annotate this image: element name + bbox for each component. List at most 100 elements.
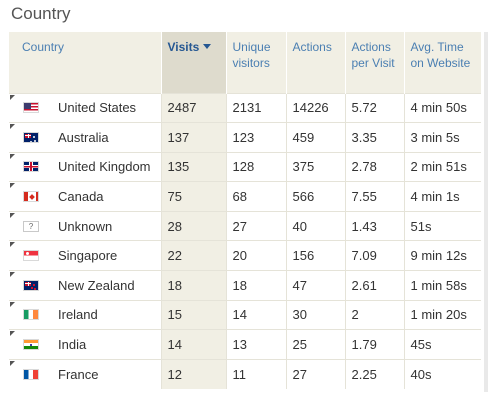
visits-cell: 28: [160, 210, 226, 241]
actions-per-visit-cell: 3.35: [344, 122, 404, 153]
table-row[interactable]: New Zealand 18 18 47 2.61 1 min 58s: [9, 270, 481, 301]
avg-time-cell: 1 min 58s: [403, 270, 481, 301]
country-cell[interactable]: United Kingdom: [9, 151, 161, 182]
avg-time-cell: 9 min 12s: [403, 240, 481, 271]
unique-visitors-cell: 20: [225, 240, 286, 271]
actions-per-visit-cell: 2.25: [344, 358, 404, 389]
row-actions-corner-icon[interactable]: [10, 183, 15, 189]
actions-cell: 27: [285, 358, 345, 389]
actions-cell: 14226: [285, 92, 345, 123]
country-name: Unknown: [58, 218, 113, 234]
avg-time-cell: 45s: [403, 329, 481, 360]
table-row[interactable]: Singapore 22 20 156 7.09 9 min 12s: [9, 240, 481, 271]
avg-time-cell: 51s: [403, 210, 481, 241]
table-row[interactable]: Canada 75 68 566 7.55 4 min 1s: [9, 181, 481, 212]
flag-ie-icon: [23, 309, 39, 321]
table-row[interactable]: United Kingdom 135 128 375 2.78 2 min 51s: [9, 151, 481, 182]
table-row[interactable]: Ireland 15 14 30 2 1 min 20s: [9, 299, 481, 330]
actions-cell: 459: [285, 122, 345, 153]
actions-per-visit-cell: 1.79: [344, 329, 404, 360]
country-name: Australia: [58, 129, 109, 145]
table-row[interactable]: United States 2487 2131 14226 5.72 4 min 50s: [9, 92, 481, 123]
flag-unknown-icon: ?: [23, 220, 39, 232]
column-header-label: Visits: [167, 40, 200, 54]
sort-descending-icon: [203, 44, 212, 49]
visits-cell: 12: [160, 358, 226, 389]
unique-visitors-cell: 18: [225, 270, 286, 301]
unique-visitors-cell: 13: [225, 329, 286, 360]
actions-per-visit-cell: 7.55: [344, 181, 404, 212]
flag-gb-icon: [23, 161, 39, 173]
row-actions-corner-icon[interactable]: [10, 301, 15, 307]
avg-time-cell: 3 min 5s: [403, 122, 481, 153]
actions-cell: 40: [285, 210, 345, 241]
visits-cell: 15: [160, 299, 226, 330]
table-row[interactable]: ? Unknown 28 27 40 1.43 51s: [9, 210, 481, 241]
country-name: France: [58, 366, 99, 382]
scrollbar[interactable]: [484, 32, 488, 392]
table-row[interactable]: France 12 11 27 2.25 40s: [9, 358, 481, 389]
avg-time-cell: 1 min 20s: [403, 299, 481, 330]
column-header-visits[interactable]: Visits: [160, 32, 226, 93]
country-cell[interactable]: Singapore: [9, 240, 161, 271]
actions-cell: 25: [285, 329, 345, 360]
unique-visitors-cell: 68: [225, 181, 286, 212]
country-name: India: [58, 337, 87, 353]
country-cell[interactable]: United States: [9, 92, 161, 123]
country-cell[interactable]: Ireland: [9, 299, 161, 330]
country-cell[interactable]: New Zealand: [9, 270, 161, 301]
visits-cell: 137: [160, 122, 226, 153]
unique-visitors-cell: 14: [225, 299, 286, 330]
row-actions-corner-icon[interactable]: [10, 124, 15, 130]
country-name: Canada: [58, 189, 104, 205]
column-header-label: Avg. Time on Website: [410, 40, 471, 70]
flag-us-icon: [23, 102, 39, 114]
avg-time-cell: 4 min 50s: [403, 92, 481, 123]
country-cell[interactable]: France: [9, 358, 161, 389]
actions-per-visit-cell: 2: [344, 299, 404, 330]
actions-cell: 47: [285, 270, 345, 301]
visits-cell: 75: [160, 181, 226, 212]
row-actions-corner-icon[interactable]: [10, 360, 15, 366]
column-header-actions[interactable]: Actions: [285, 32, 345, 93]
column-header-actions-per-visit[interactable]: Actions per Visit: [344, 32, 404, 93]
widget-title: Country: [11, 4, 71, 23]
visits-cell: 2487: [160, 92, 226, 123]
row-actions-corner-icon[interactable]: [10, 242, 15, 248]
row-actions-corner-icon[interactable]: [10, 94, 15, 100]
country-cell[interactable]: ? Unknown: [9, 210, 161, 241]
visits-cell: 135: [160, 151, 226, 182]
table-row[interactable]: India 14 13 25 1.79 45s: [9, 329, 481, 360]
actions-cell: 566: [285, 181, 345, 212]
table-row[interactable]: Australia 137 123 459 3.35 3 min 5s: [9, 122, 481, 153]
country-name: United Kingdom: [58, 159, 151, 175]
flag-sg-icon: [23, 250, 39, 262]
visits-cell: 18: [160, 270, 226, 301]
table-header-row: Country Visits Unique visitors Actions A…: [9, 32, 481, 93]
unique-visitors-cell: 128: [225, 151, 286, 182]
actions-cell: 30: [285, 299, 345, 330]
visits-cell: 14: [160, 329, 226, 360]
actions-cell: 375: [285, 151, 345, 182]
column-header-avg-time[interactable]: Avg. Time on Website: [403, 32, 481, 93]
column-header-country[interactable]: Country: [9, 32, 161, 93]
column-header-label: Actions: [292, 40, 332, 54]
actions-per-visit-cell: 2.61: [344, 270, 404, 301]
flag-fr-icon: [23, 368, 39, 380]
country-cell[interactable]: Australia: [9, 122, 161, 153]
unique-visitors-cell: 27: [225, 210, 286, 241]
actions-per-visit-cell: 5.72: [344, 92, 404, 123]
flag-in-icon: [23, 339, 39, 351]
country-name: Ireland: [58, 307, 98, 323]
column-header-unique-visitors[interactable]: Unique visitors: [225, 32, 286, 93]
actions-per-visit-cell: 7.09: [344, 240, 404, 271]
actions-per-visit-cell: 1.43: [344, 210, 404, 241]
country-cell[interactable]: India: [9, 329, 161, 360]
country-name: Singapore: [58, 248, 118, 264]
row-actions-corner-icon[interactable]: [10, 212, 15, 218]
country-cell[interactable]: Canada: [9, 181, 161, 212]
flag-au-icon: [23, 131, 39, 143]
row-actions-corner-icon[interactable]: [10, 272, 15, 278]
row-actions-corner-icon[interactable]: [10, 153, 15, 159]
row-actions-corner-icon[interactable]: [10, 331, 15, 337]
